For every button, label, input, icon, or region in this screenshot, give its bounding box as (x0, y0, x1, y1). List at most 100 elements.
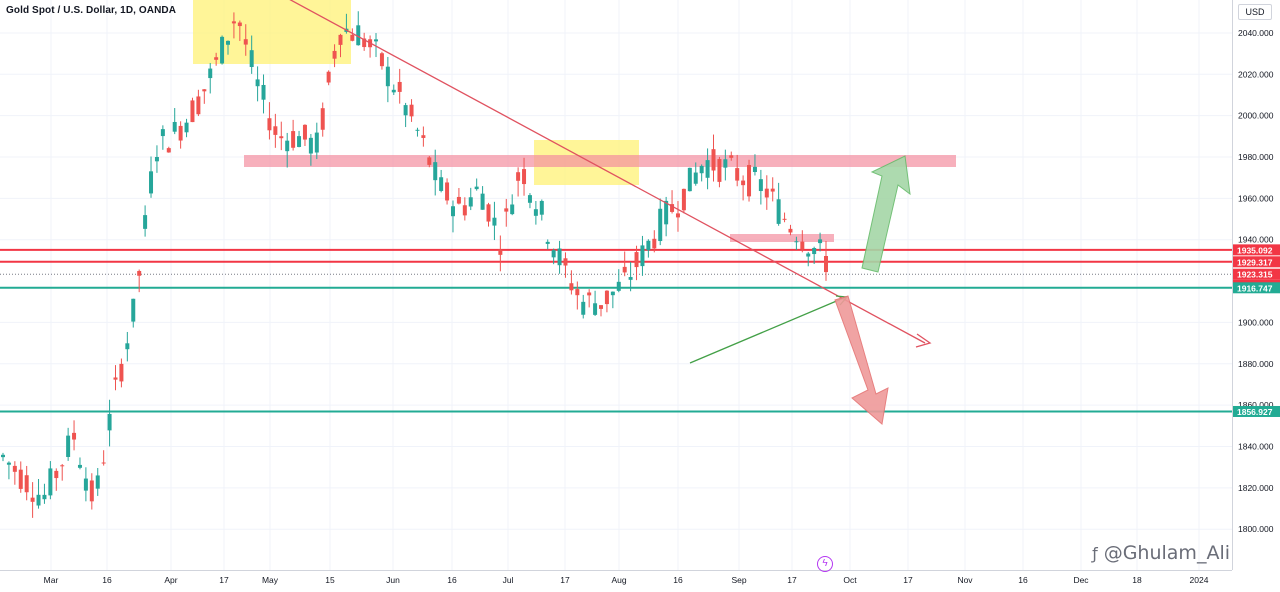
candle (190, 97, 195, 123)
x-tick-label: May (262, 575, 279, 585)
candle-body (539, 200, 544, 215)
x-tick-label: 16 (1018, 575, 1028, 585)
candle-body (350, 34, 355, 41)
y-tick-label: 1820.000 (1238, 483, 1274, 493)
candle (77, 457, 82, 470)
x-tick-label: 17 (560, 575, 570, 585)
candle-body (261, 84, 266, 100)
candle (308, 133, 313, 166)
candle (782, 212, 787, 223)
price-label: 1916.747 (1233, 282, 1280, 294)
x-tick-label: Sep (731, 575, 746, 585)
candle-body (812, 247, 817, 255)
candle (95, 467, 100, 496)
candle-body (782, 218, 787, 220)
candle-body (18, 469, 23, 489)
candle-body (681, 188, 686, 211)
candle (456, 188, 461, 205)
x-tick-label: Mar (44, 575, 59, 585)
candle (285, 132, 290, 168)
candle (741, 175, 746, 201)
candle-body (622, 266, 627, 273)
candle-body (628, 277, 633, 280)
candle (492, 201, 497, 241)
candle-body (634, 252, 639, 268)
candle-body (308, 137, 313, 154)
candle (137, 269, 142, 293)
candle-body (143, 215, 148, 229)
candle-body (545, 241, 550, 244)
candle-body (824, 256, 828, 273)
candle-body (563, 258, 568, 266)
candle-body (599, 305, 604, 309)
currency-button[interactable]: USD (1238, 4, 1272, 20)
candle-body (794, 241, 799, 243)
candle-body (717, 159, 722, 182)
candle-body (462, 205, 467, 216)
candle-body (314, 132, 319, 153)
candle (557, 240, 562, 274)
downtrend-arrowhead (915, 333, 932, 348)
y-tick-label: 1800.000 (1238, 524, 1274, 534)
chart-grid (0, 0, 1232, 570)
candle (616, 269, 621, 293)
candle-body (54, 470, 59, 479)
candle (794, 236, 799, 250)
x-tick-label: 15 (325, 575, 335, 585)
x-tick-label: Jul (503, 575, 514, 585)
candle (54, 468, 59, 491)
candle-body (735, 168, 740, 181)
candle (776, 182, 781, 226)
candle (196, 89, 201, 117)
candle (83, 467, 88, 502)
candle-body (439, 177, 444, 191)
candle-body (403, 105, 408, 116)
price-label-text: 1929.317 (1237, 257, 1273, 267)
candle-body (747, 164, 752, 197)
candle-body (190, 100, 195, 123)
candle (693, 162, 698, 186)
candle (628, 262, 633, 292)
candle-body (42, 494, 47, 500)
candle (12, 461, 17, 485)
candle-body (522, 169, 527, 185)
candle (385, 56, 390, 103)
candle (569, 270, 574, 295)
candle-body (184, 122, 189, 133)
candle-body (752, 166, 757, 173)
candle (249, 35, 254, 74)
candle (634, 245, 639, 281)
candle (729, 151, 734, 161)
candle-body (137, 270, 142, 276)
candle-body (480, 193, 485, 210)
candle (652, 230, 657, 253)
y-tick-label: 1880.000 (1238, 359, 1274, 369)
flash-icon[interactable]: ϟ (817, 556, 833, 572)
candle (824, 240, 828, 281)
price-label-text: 1923.315 (1237, 270, 1273, 280)
candle-body (569, 283, 574, 291)
candle-body (225, 40, 230, 45)
candle (154, 145, 159, 173)
candle-body (243, 39, 248, 45)
candle (604, 290, 609, 313)
candle-body (587, 292, 592, 296)
candle-body (326, 71, 331, 83)
x-tick-label: 17 (219, 575, 229, 585)
candle (409, 99, 414, 122)
candle-body (409, 104, 414, 117)
candle-body (60, 465, 65, 467)
candle (486, 202, 491, 227)
candle-body (89, 480, 94, 502)
candle (551, 248, 556, 265)
price-label: 1929.317 (1233, 256, 1280, 268)
candle-body (581, 301, 586, 315)
candle-body (675, 213, 680, 218)
candle (764, 175, 769, 210)
candle-body (119, 363, 124, 382)
candle-body (806, 253, 811, 257)
candle (687, 167, 692, 192)
candle-body (468, 197, 473, 207)
candle-body (498, 249, 503, 255)
